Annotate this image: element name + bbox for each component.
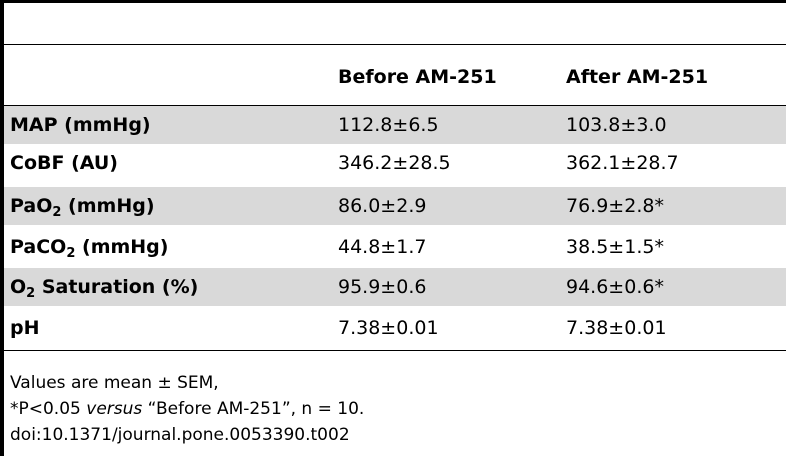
row-label: PaO2 (mmHg) — [10, 195, 155, 220]
footnote-doi: doi:10.1371/journal.pone.0053390.t002 — [10, 425, 350, 445]
table-row: pH 7.38±0.01 7.38±0.01 — [4, 309, 786, 347]
row-label: PaCO2 (mmHg) — [10, 236, 169, 261]
before-value: 346.2±28.5 — [338, 152, 451, 174]
row-label: O2 Saturation (%) — [10, 276, 199, 301]
table-row: PaCO2 (mmHg) 44.8±1.7 38.5±1.5* — [4, 228, 786, 266]
after-value: 103.8±3.0 — [566, 114, 667, 136]
header-after: After AM-251 — [566, 66, 709, 88]
after-value: 362.1±28.7 — [566, 152, 679, 174]
after-value: 38.5±1.5* — [566, 236, 664, 258]
table-header: Before AM-251 After AM-251 — [4, 45, 786, 105]
before-value: 112.8±6.5 — [338, 114, 439, 136]
left-border — [0, 0, 4, 456]
after-value: 76.9±2.8* — [566, 195, 664, 217]
footnote-significance: *P<0.05 versus “Before AM-251”, n = 10. — [10, 399, 365, 419]
table-row: O2 Saturation (%) 95.9±0.6 94.6±0.6* — [4, 268, 786, 306]
table-row: PaO2 (mmHg) 86.0±2.9 76.9±2.8* — [4, 187, 786, 225]
before-value: 7.38±0.01 — [338, 317, 439, 339]
table-footnotes: Values are mean ± SEM, *P<0.05 versus “B… — [10, 370, 364, 448]
after-value: 7.38±0.01 — [566, 317, 667, 339]
table-row: MAP (mmHg) 112.8±6.5 103.8±3.0 — [4, 106, 786, 144]
before-value: 44.8±1.7 — [338, 236, 427, 258]
table-row: CoBF (AU) 346.2±28.5 362.1±28.7 — [4, 144, 786, 182]
header-top-rule — [4, 44, 786, 45]
footnote-mean-sem: Values are mean ± SEM, — [10, 373, 219, 393]
table-bottom-rule — [4, 350, 786, 351]
after-value: 94.6±0.6* — [566, 276, 664, 298]
top-rule — [0, 0, 786, 3]
row-label: CoBF (AU) — [10, 152, 118, 174]
header-before: Before AM-251 — [338, 66, 497, 88]
before-value: 86.0±2.9 — [338, 195, 427, 217]
before-value: 95.9±0.6 — [338, 276, 427, 298]
row-label: MAP (mmHg) — [10, 114, 151, 136]
header-bottom-rule — [4, 105, 786, 106]
row-label: pH — [10, 317, 40, 339]
